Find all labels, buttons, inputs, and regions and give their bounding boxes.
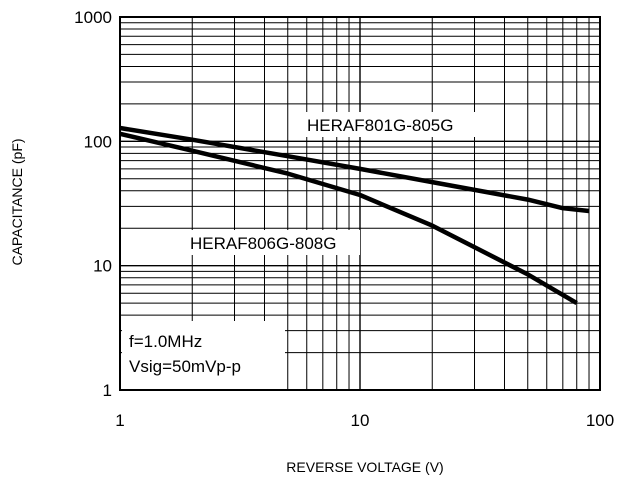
x-tick-label: 100 [586,411,614,430]
x-tick-label: 10 [351,411,370,430]
y-tick-label: 10 [93,257,112,276]
series-label-heraf806g-808g: HERAF806G-808G [190,234,336,253]
y-tick-label: 1000 [74,8,112,27]
curve-layer [120,128,589,303]
annotation-vsig: Vsig=50mVp-p [129,357,241,376]
series-label-heraf801g-805g: HERAF801G-805G [307,116,453,135]
annotation-frequency: f=1.0MHz [129,332,202,351]
x-axis-title: REVERSE VOLTAGE (V) [286,459,443,475]
y-tick-label: 100 [84,132,112,151]
x-tick-label: 1 [115,411,124,430]
series-curve-1 [120,128,589,211]
y-tick-label: 1 [103,381,112,400]
y-axis-title: CAPACITANCE (pF) [9,138,25,265]
